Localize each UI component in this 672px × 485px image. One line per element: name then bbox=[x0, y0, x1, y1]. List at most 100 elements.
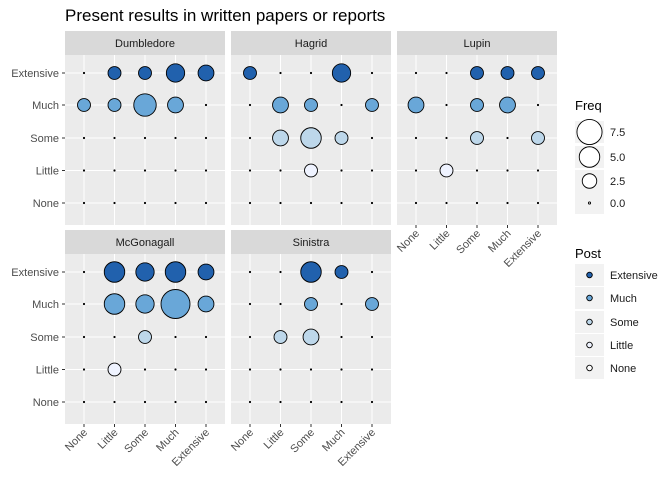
zero-point bbox=[309, 71, 313, 75]
zero-point bbox=[248, 201, 252, 205]
zero-point bbox=[445, 103, 448, 107]
point-little-little bbox=[439, 163, 454, 178]
zero-point bbox=[340, 103, 343, 107]
zero-point bbox=[340, 169, 343, 172]
point-some-much bbox=[304, 98, 318, 112]
zero-point bbox=[174, 335, 177, 339]
y-tick-label-much: Much bbox=[32, 100, 59, 112]
zero-point bbox=[414, 201, 418, 205]
y-tick-label-much: Much bbox=[32, 299, 59, 311]
zero-point bbox=[82, 169, 86, 172]
point-much-much bbox=[499, 96, 516, 114]
zero-point bbox=[174, 169, 177, 172]
y-tick-label-little: Little bbox=[36, 166, 59, 178]
zero-point bbox=[248, 400, 252, 404]
point-little-much bbox=[107, 98, 122, 112]
point-extensive-much bbox=[365, 98, 379, 112]
legend-freq-label: 0.0 bbox=[610, 198, 625, 210]
strip-dumbledore bbox=[65, 31, 225, 55]
zero-point bbox=[475, 169, 479, 172]
point-none-extensive bbox=[243, 66, 257, 80]
zero-point bbox=[279, 169, 282, 172]
zero-point bbox=[370, 400, 374, 404]
legend-freq-title: Freq bbox=[575, 98, 602, 113]
legend-freq-circle bbox=[578, 146, 601, 168]
zero-point bbox=[370, 335, 374, 339]
point-little-little bbox=[107, 362, 122, 377]
strip-lupin bbox=[397, 31, 557, 55]
y-tick-label-extensive: Extensive bbox=[11, 267, 59, 279]
zero-point bbox=[506, 169, 509, 172]
zero-point bbox=[445, 201, 448, 205]
zero-point bbox=[113, 335, 116, 339]
point-extensive-extensive bbox=[531, 66, 545, 80]
point-extensive-extensive bbox=[197, 263, 215, 281]
point-some-some bbox=[302, 328, 320, 346]
point-some-much bbox=[304, 297, 318, 311]
zero-point bbox=[248, 169, 252, 172]
zero-point bbox=[536, 201, 540, 205]
zero-point bbox=[414, 71, 418, 75]
point-little-much bbox=[272, 96, 289, 114]
zero-point bbox=[340, 335, 343, 339]
legend-post: Post Extensive Much Some Little None bbox=[575, 246, 658, 379]
point-none-much bbox=[407, 96, 425, 114]
zero-point bbox=[113, 201, 116, 205]
point-some-extensive bbox=[138, 66, 152, 80]
legend-freq-label: 2.5 bbox=[610, 176, 625, 188]
legend-post-label: Much bbox=[610, 293, 637, 305]
zero-point bbox=[309, 400, 313, 404]
zero-point bbox=[445, 71, 448, 75]
zero-point bbox=[204, 201, 208, 205]
strip-label: Lupin bbox=[464, 38, 491, 50]
zero-point bbox=[113, 136, 116, 140]
zero-point bbox=[414, 169, 418, 172]
zero-point bbox=[370, 368, 374, 371]
legend-post-label: None bbox=[610, 363, 636, 375]
zero-point bbox=[279, 71, 282, 75]
zero-point bbox=[143, 169, 147, 172]
legend-post-swatch-some bbox=[586, 318, 593, 326]
legend-post-swatch-none bbox=[586, 364, 593, 372]
zero-point bbox=[279, 270, 282, 274]
point-much-much bbox=[160, 289, 191, 319]
zero-point bbox=[370, 201, 374, 205]
zero-point bbox=[248, 368, 252, 371]
y-tick-label-none: None bbox=[33, 397, 59, 409]
point-some-much bbox=[133, 93, 157, 117]
zero-point bbox=[279, 368, 282, 371]
zero-point bbox=[370, 270, 374, 274]
zero-point bbox=[204, 169, 208, 172]
legend-freq-label: 5.0 bbox=[610, 152, 625, 164]
zero-point bbox=[340, 368, 343, 371]
legend-post-swatch-much bbox=[586, 294, 593, 302]
zero-point bbox=[279, 400, 282, 404]
point-extensive-extensive bbox=[197, 64, 215, 82]
point-some-extensive bbox=[135, 262, 155, 282]
legend-freq-label: 7.5 bbox=[610, 127, 625, 139]
zero-point bbox=[143, 368, 147, 371]
zero-point bbox=[340, 400, 343, 404]
zero-point bbox=[370, 136, 374, 140]
zero-point bbox=[82, 136, 86, 140]
point-much-extensive bbox=[164, 261, 187, 283]
zero-point bbox=[174, 201, 177, 205]
legend-freq-circle bbox=[581, 173, 598, 189]
point-little-extensive bbox=[103, 261, 126, 283]
point-extensive-some bbox=[531, 131, 545, 145]
zero-point bbox=[475, 201, 479, 205]
point-some-much bbox=[470, 98, 484, 112]
legend-freq: Freq 7.5 5.0 2.5 0.0 bbox=[575, 98, 625, 214]
point-little-some bbox=[273, 330, 288, 344]
panel-dumbledore: Dumbledore None Little Some Much Extensive bbox=[11, 31, 225, 225]
point-some-much bbox=[135, 294, 155, 314]
strip-mcgonagall bbox=[65, 230, 225, 254]
strip-sinistra bbox=[231, 230, 391, 254]
strip-label: Hagrid bbox=[295, 38, 327, 50]
point-some-some bbox=[138, 330, 152, 344]
point-much-much bbox=[167, 96, 184, 114]
y-tick-label-some: Some bbox=[30, 133, 59, 145]
y-tick-label-some: Some bbox=[30, 332, 59, 344]
